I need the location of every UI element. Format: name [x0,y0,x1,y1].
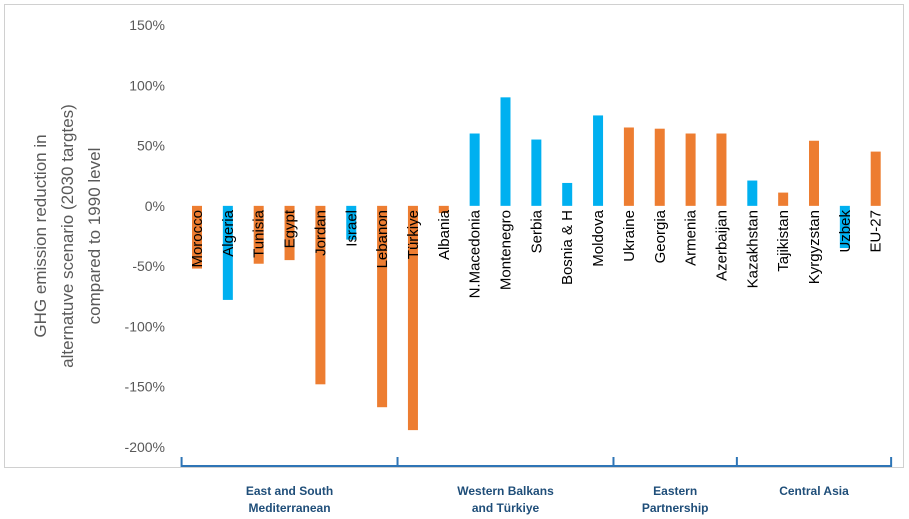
category-label: N.Macedonia [467,209,484,298]
bar [346,205,357,240]
category-labels: Morocco Algeria Tunisia Egypt Jordan Israel Le… [189,209,885,298]
category-label: Bosnia & H [559,210,576,285]
bar [469,133,480,206]
category-label: Tunisia [251,209,268,257]
category-label: Türkiye [405,210,422,259]
category-label: Moldova [590,209,607,266]
bar [685,133,696,206]
y-tick-labels: 150% 100% 50% 0% -50% -100% -150% -200% [125,17,165,455]
y-tick-label: -200% [125,439,165,455]
category-label: Azerbaijan [713,210,730,281]
category-label: Morocco [189,210,206,268]
chart-frame [4,4,904,468]
category-label: Kyrgyzstan [806,210,823,284]
group-label: Central Asia [779,484,849,498]
y-tick-label: 50% [137,138,165,154]
bar [839,205,850,249]
category-label: Tajikistan [775,210,792,272]
category-label: Jordan [312,210,329,256]
bar [747,180,758,206]
bar [870,151,881,206]
y-tick-label: -100% [125,318,165,334]
y-tick-label: 150% [129,17,165,33]
group-label: East and South Mediterranean [246,484,333,515]
group-label: Eastern Partnership [642,484,709,515]
bar [593,115,604,206]
y-tick-label: -150% [125,379,165,395]
category-label: Algeria [220,209,237,256]
y-axis-title: GHG emission reduction in alternatuve sce… [31,104,104,368]
bar [377,205,388,408]
category-label: Egypt [282,209,299,248]
y-tick-label: 0% [145,198,165,214]
category-label: Montenegro [498,210,515,290]
category-label: Albania [436,209,453,260]
category-label: Israel [343,210,360,247]
y-axis-title-line: compared to 1990 level [85,148,104,325]
bar [192,205,202,269]
category-label: Armenia [683,209,700,266]
category-label: EU-27 [868,210,885,253]
category-label: Uzbek [837,210,854,253]
y-axis-title-line: GHG emission reduction in [31,134,50,337]
category-label: Kazakhstan [744,210,761,288]
category-label: Ukraine [621,210,638,262]
bar [531,139,542,206]
bar [253,205,264,264]
category-label: Serbia [528,209,545,253]
bar [562,182,573,206]
bar [222,205,233,300]
group-axis: East and South Mediterranean Western Balka… [180,457,893,515]
bar [716,133,727,206]
bar [407,205,418,431]
y-axis-title-line: alternatuve scenario (2030 targtes) [58,104,77,368]
bar [315,205,326,385]
bars [192,97,881,431]
bar [438,205,449,214]
bar [284,205,295,261]
bar [809,140,819,206]
y-tick-label: -50% [132,258,165,274]
y-tick-label: 100% [129,77,165,93]
bar [623,127,634,206]
category-label: Georgia [652,209,669,263]
bar [500,97,511,206]
group-label: Western Balkans and Türkiye [457,484,554,515]
bar [778,192,789,206]
bar [654,128,665,206]
category-label: Lebanon [374,210,391,268]
